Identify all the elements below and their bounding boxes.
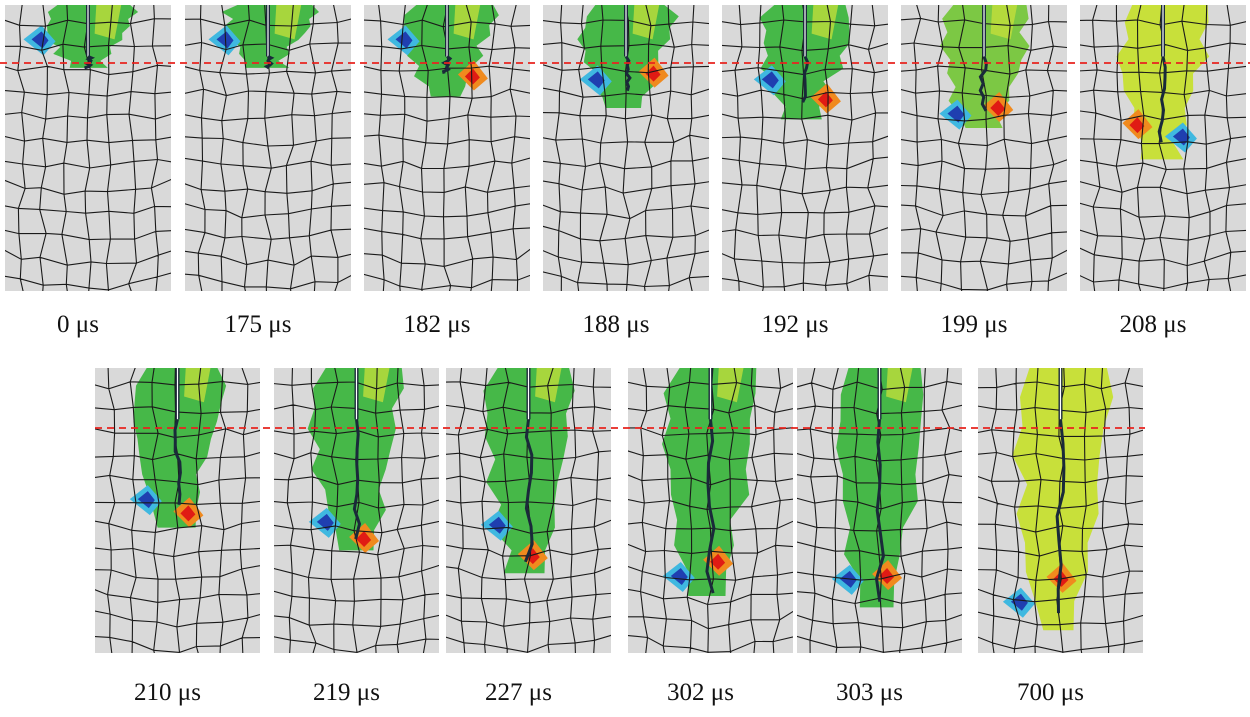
compression-zone	[137, 491, 155, 509]
time-label: 199 μs	[940, 311, 1008, 338]
contour-patch	[274, 5, 302, 40]
mesh-lines	[628, 368, 793, 653]
compression-zone	[761, 71, 779, 89]
contour-patch	[886, 368, 913, 403]
tension-zone	[1129, 117, 1145, 134]
crack-path	[173, 418, 182, 505]
mesh-lines	[722, 5, 888, 291]
tension-zone	[180, 505, 196, 522]
frame-panel	[446, 368, 611, 653]
tension-zone	[710, 553, 726, 570]
frame-panel	[628, 368, 793, 653]
frame-panel	[95, 368, 260, 653]
compression-zone	[1172, 128, 1190, 146]
compression-zone	[947, 105, 965, 123]
time-label: 227 μs	[485, 679, 552, 706]
crack-path	[1157, 56, 1167, 143]
crack-path	[523, 419, 534, 563]
frame-panel	[185, 5, 351, 291]
tension-zone	[817, 91, 833, 108]
time-label: 182 μs	[403, 311, 471, 338]
time-label: 175 μs	[224, 311, 292, 338]
crack-path	[801, 55, 810, 103]
tension-zone	[356, 531, 372, 547]
frame-panel	[364, 5, 530, 291]
crack-path	[440, 55, 453, 74]
contour-patch	[184, 368, 211, 403]
compression-zone	[670, 568, 688, 586]
time-label: 302 μs	[667, 679, 734, 706]
tension-zone	[464, 68, 480, 85]
compression-zone	[395, 31, 413, 49]
time-label: 219 μs	[313, 679, 380, 706]
time-label: 208 μs	[1119, 311, 1187, 338]
tension-zone	[524, 548, 540, 565]
time-label: 192 μs	[761, 311, 829, 338]
time-label: 0 μs	[57, 311, 99, 338]
frame-panel	[978, 368, 1143, 653]
crack-path	[352, 419, 362, 540]
mesh-lines	[543, 5, 709, 291]
frame-panel	[274, 368, 439, 653]
frame-panel	[797, 368, 962, 653]
frame-panel	[5, 5, 171, 291]
compression-zone	[488, 516, 506, 534]
compression-zone	[587, 71, 605, 89]
contour-patch	[632, 5, 660, 40]
tension-zone	[990, 99, 1006, 116]
crack-path	[1055, 419, 1066, 614]
contour-patch	[990, 5, 1018, 40]
crack-path	[874, 419, 885, 602]
frame-panel	[722, 5, 888, 291]
time-label: 188 μs	[582, 311, 650, 338]
contour-patch	[811, 5, 839, 40]
frame-panel	[901, 5, 1067, 291]
contour-patch	[717, 368, 744, 403]
crack-path	[705, 419, 716, 594]
crack-path	[978, 55, 988, 112]
time-label: 700 μs	[1017, 679, 1084, 706]
time-label: 303 μs	[836, 679, 903, 706]
tension-zone	[645, 65, 661, 82]
tension-zone	[879, 568, 895, 585]
mesh-lines	[5, 5, 171, 291]
time-label: 210 μs	[134, 679, 201, 706]
compression-zone	[1010, 593, 1028, 611]
frame-panel	[1080, 5, 1246, 291]
frame-panel	[543, 5, 709, 291]
